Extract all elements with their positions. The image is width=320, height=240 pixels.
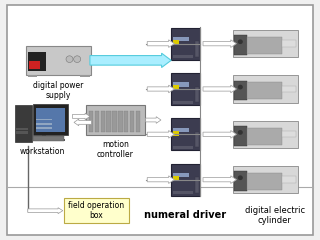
Text: field operation
box: field operation box bbox=[68, 201, 124, 220]
Text: digital power
supply: digital power supply bbox=[33, 81, 83, 100]
Bar bbox=[282, 86, 296, 92]
Bar bbox=[95, 111, 99, 132]
Bar bbox=[36, 123, 52, 125]
Bar bbox=[36, 119, 52, 120]
Bar bbox=[282, 176, 296, 183]
FancyBboxPatch shape bbox=[64, 198, 129, 223]
FancyBboxPatch shape bbox=[33, 136, 64, 141]
FancyArrow shape bbox=[147, 85, 174, 93]
Bar bbox=[28, 53, 46, 71]
Bar bbox=[33, 61, 40, 69]
Bar bbox=[173, 173, 189, 177]
FancyArrow shape bbox=[147, 176, 174, 183]
Bar bbox=[16, 132, 28, 134]
Bar bbox=[173, 82, 189, 87]
Bar bbox=[247, 173, 282, 190]
Bar bbox=[130, 111, 134, 132]
FancyBboxPatch shape bbox=[233, 75, 298, 102]
Text: motion
controller: motion controller bbox=[97, 140, 134, 159]
Bar bbox=[36, 127, 52, 129]
FancyBboxPatch shape bbox=[171, 73, 200, 105]
FancyBboxPatch shape bbox=[26, 46, 91, 75]
Bar bbox=[136, 111, 140, 132]
Bar bbox=[247, 127, 282, 144]
Bar bbox=[36, 108, 65, 132]
Bar bbox=[234, 80, 247, 100]
FancyArrow shape bbox=[203, 176, 236, 183]
Bar bbox=[173, 101, 193, 103]
Bar bbox=[173, 128, 189, 132]
FancyBboxPatch shape bbox=[15, 105, 32, 142]
Bar bbox=[42, 135, 46, 139]
Bar bbox=[234, 126, 247, 145]
FancyBboxPatch shape bbox=[171, 28, 200, 60]
Ellipse shape bbox=[238, 130, 243, 135]
Bar bbox=[173, 40, 179, 45]
Text: workstation: workstation bbox=[20, 147, 65, 156]
Text: numeral driver: numeral driver bbox=[144, 210, 227, 221]
FancyBboxPatch shape bbox=[7, 6, 313, 234]
Bar bbox=[28, 75, 37, 77]
Bar bbox=[282, 131, 296, 138]
Bar bbox=[118, 111, 123, 132]
FancyBboxPatch shape bbox=[233, 121, 298, 148]
Bar bbox=[29, 61, 35, 69]
Bar bbox=[247, 37, 282, 54]
FancyBboxPatch shape bbox=[33, 104, 68, 135]
Bar bbox=[173, 176, 179, 181]
Bar bbox=[80, 75, 90, 77]
Ellipse shape bbox=[74, 56, 81, 62]
Bar bbox=[100, 111, 105, 132]
Bar bbox=[173, 85, 179, 90]
FancyArrow shape bbox=[74, 119, 92, 126]
Bar bbox=[195, 177, 199, 193]
Bar bbox=[173, 131, 179, 136]
Bar bbox=[195, 132, 199, 147]
FancyArrow shape bbox=[203, 40, 236, 48]
FancyArrow shape bbox=[146, 117, 161, 123]
FancyArrow shape bbox=[147, 40, 174, 48]
Ellipse shape bbox=[238, 85, 243, 90]
FancyBboxPatch shape bbox=[86, 105, 145, 135]
Ellipse shape bbox=[66, 56, 73, 62]
Bar bbox=[89, 111, 93, 132]
FancyBboxPatch shape bbox=[233, 166, 298, 193]
Text: digital electric
cylinder: digital electric cylinder bbox=[244, 206, 305, 225]
Bar bbox=[107, 111, 111, 132]
Bar bbox=[173, 146, 193, 149]
FancyArrow shape bbox=[90, 53, 171, 67]
Bar bbox=[195, 41, 199, 57]
Bar bbox=[234, 171, 247, 191]
Bar bbox=[173, 191, 193, 194]
FancyArrow shape bbox=[28, 208, 63, 214]
Bar bbox=[112, 111, 116, 132]
FancyArrow shape bbox=[203, 131, 236, 138]
Bar bbox=[32, 139, 65, 141]
Bar bbox=[195, 87, 199, 102]
Bar bbox=[173, 55, 193, 58]
Ellipse shape bbox=[238, 175, 243, 180]
FancyBboxPatch shape bbox=[171, 118, 200, 150]
FancyArrow shape bbox=[72, 113, 90, 120]
Bar bbox=[124, 111, 128, 132]
Bar bbox=[282, 40, 296, 47]
Bar bbox=[247, 82, 282, 99]
Bar bbox=[16, 128, 28, 130]
Bar bbox=[173, 37, 189, 41]
FancyBboxPatch shape bbox=[171, 164, 200, 196]
FancyArrow shape bbox=[203, 85, 236, 93]
FancyBboxPatch shape bbox=[233, 30, 298, 57]
Ellipse shape bbox=[238, 39, 243, 44]
Bar bbox=[234, 35, 247, 55]
FancyArrow shape bbox=[147, 131, 174, 138]
